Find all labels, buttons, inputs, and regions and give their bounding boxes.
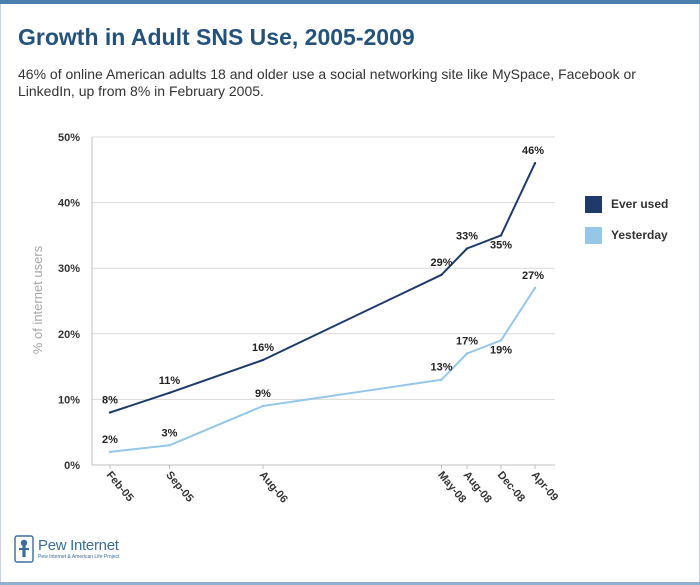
- logo-tagline: Pew Internet & American Life Project: [38, 554, 120, 560]
- data-label: 19%: [490, 344, 512, 356]
- data-label: 3%: [162, 427, 178, 439]
- x-tick-label: Apr-09: [529, 469, 561, 503]
- y-tick-label: 0%: [64, 460, 80, 472]
- chart-title: Growth in Adult SNS Use, 2005-2009: [18, 24, 415, 50]
- x-tick-label: Feb-05: [104, 469, 136, 504]
- data-label: 17%: [456, 335, 478, 347]
- logo-text: Pew Internet Pew Internet & American Lif…: [38, 537, 119, 561]
- x-tick-label: Sep-05: [163, 469, 195, 504]
- chart-subtitle: 46% of online American adults 18 and old…: [18, 66, 636, 99]
- data-point: [465, 352, 469, 355]
- legend-item-ever-used: Ever used: [585, 195, 668, 213]
- logo-name: Pew Internet: [38, 537, 119, 554]
- top-rule: [0, 0, 700, 4]
- series: [108, 162, 537, 454]
- pew-internet-logo[interactable]: Pew Internet Pew Internet & American Lif…: [14, 532, 119, 566]
- y-tick-label: 20%: [58, 329, 80, 341]
- legend-swatch-yesterday: [585, 226, 602, 244]
- data-label: 8%: [102, 395, 118, 407]
- x-tick-label: Dec-08: [495, 469, 527, 504]
- legend-item-yesterday: Yesterday: [585, 226, 668, 244]
- data-label: 33%: [456, 231, 478, 243]
- bottom-rule: [0, 582, 700, 585]
- data-point: [533, 286, 537, 290]
- data-label: 11%: [159, 375, 181, 387]
- y-tick-label: 50%: [58, 132, 80, 144]
- data-point: [261, 358, 265, 362]
- data-label: 16%: [252, 342, 274, 354]
- data-point: [533, 162, 537, 165]
- data-point: [499, 234, 503, 237]
- data-label: 46%: [522, 145, 544, 157]
- data-point: [440, 273, 443, 276]
- pew-logo-icon: [14, 535, 34, 563]
- data-point: [168, 391, 171, 395]
- data-label: 35%: [490, 239, 512, 251]
- data-label: 9%: [255, 388, 271, 400]
- y-axis-label: % of internet users: [30, 245, 45, 354]
- data-point: [108, 450, 112, 454]
- legend-swatch-ever-used: [585, 195, 602, 213]
- y-tick-label: 10%: [58, 394, 80, 406]
- x-tick-label: Aug-06: [257, 469, 290, 505]
- data-labels: 8% 11% 16% 29% 33% 35% 46% 2% 3% 9% 13% 17% 19% 27%: [102, 145, 544, 446]
- data-point: [465, 247, 469, 250]
- gridlines: [92, 136, 555, 400]
- data-point: [440, 378, 443, 381]
- legend-label-ever-used: Ever used: [611, 197, 669, 211]
- x-tick-label: Aug-08: [461, 469, 494, 505]
- legend-label-yesterday: Yesterday: [611, 228, 668, 242]
- data-label: 2%: [102, 434, 118, 446]
- data-label: 27%: [522, 270, 544, 282]
- y-tick-label: 30%: [58, 263, 80, 275]
- data-label: 29%: [430, 257, 452, 269]
- data-point: [108, 411, 112, 414]
- data-point: [261, 404, 265, 408]
- data-label: 13%: [430, 362, 452, 374]
- y-tick-label: 40%: [58, 198, 80, 210]
- data-point: [499, 339, 503, 342]
- data-point: [168, 444, 171, 447]
